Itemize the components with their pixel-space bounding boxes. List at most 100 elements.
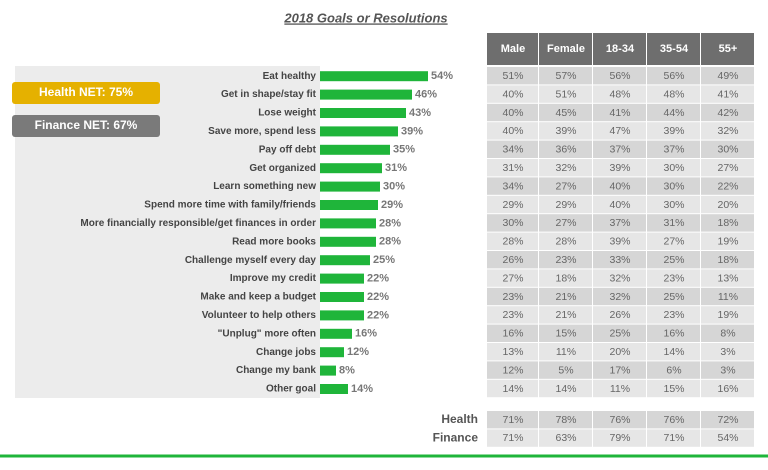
value-label: 22% [367, 273, 389, 285]
cell-text: 27% [663, 236, 684, 248]
cell-text: 27% [717, 162, 738, 174]
cell-text: 32% [609, 291, 630, 303]
table-cell [487, 140, 538, 158]
summary-cell [539, 411, 592, 429]
cell-text: 51% [555, 88, 576, 100]
table-cell [487, 214, 538, 232]
table-cell [539, 177, 592, 195]
table-cell [593, 361, 646, 379]
table-cell [701, 379, 754, 398]
table-cell [593, 159, 646, 177]
table-cell [647, 287, 700, 306]
category-label: Make and keep a budget [200, 292, 316, 303]
table-cell [647, 177, 700, 195]
bar [320, 126, 398, 137]
health-net: Health NET: 75% [39, 85, 133, 99]
cell-text: 32% [717, 125, 738, 137]
cell-text: 13% [717, 272, 738, 284]
cell-text: 47% [609, 125, 630, 137]
cell-text: 21% [555, 309, 576, 321]
summary-text: 72% [717, 414, 738, 426]
cell-text: 37% [663, 144, 684, 156]
table-cell [593, 379, 646, 398]
category-label: Change jobs [256, 347, 316, 358]
value-label: 43% [409, 107, 431, 119]
table-cell [539, 306, 592, 324]
header-cell [701, 33, 754, 65]
summary-label: Health [441, 412, 478, 426]
cell-text: 30% [663, 162, 684, 174]
category-label: Read more books [232, 236, 316, 247]
cell-text: 25% [609, 328, 630, 340]
table-cell [647, 379, 700, 398]
summary-text: 71% [502, 432, 523, 444]
summary-text: 78% [555, 414, 576, 426]
summary-cell [593, 411, 646, 429]
cell-text: 40% [502, 107, 523, 119]
cell-text: 23% [502, 291, 523, 303]
table-cell [487, 122, 538, 140]
table-cell [701, 251, 754, 269]
cell-text: 41% [609, 107, 630, 119]
table-cell [701, 177, 754, 195]
table-cell [647, 140, 700, 158]
table-cell [487, 343, 538, 361]
chart-title: 2018 Goals or Resolutions [283, 10, 447, 25]
value-label: 46% [415, 89, 437, 101]
table-cell [487, 324, 538, 342]
summary-text: 79% [609, 432, 630, 444]
value-label: 31% [385, 162, 407, 174]
cell-text: 20% [609, 346, 630, 358]
cell-text: 48% [663, 88, 684, 100]
cell-text: 18% [555, 272, 576, 284]
table-cell [593, 343, 646, 361]
cell-text: 20% [717, 199, 738, 211]
cell-text: 30% [663, 180, 684, 192]
table-cell [701, 306, 754, 324]
table-cell [539, 85, 592, 103]
cell-text: 30% [663, 199, 684, 211]
cell-text: 34% [502, 180, 523, 192]
cell-text: 16% [663, 328, 684, 340]
table-cell [487, 379, 538, 398]
table-cell [487, 269, 538, 287]
table-cell [539, 269, 592, 287]
summary-cell [487, 411, 538, 429]
header-cell [593, 33, 646, 65]
cell-text: 6% [666, 364, 681, 376]
summary-text: 54% [717, 432, 738, 444]
cell-text: 21% [555, 291, 576, 303]
table-cell [593, 122, 646, 140]
cell-text: 45% [555, 107, 576, 119]
category-label: Change my bank [236, 365, 316, 376]
table-cell [487, 67, 538, 85]
table-cell [593, 85, 646, 103]
bar [320, 384, 348, 394]
cell-text: 8% [720, 328, 735, 340]
table-cell [539, 214, 592, 232]
cell-text: 18% [717, 217, 738, 229]
table-cell [487, 159, 538, 177]
value-label: 30% [383, 181, 405, 193]
cell-text: 14% [555, 383, 576, 395]
cell-text: 29% [555, 199, 576, 211]
value-label: 8% [339, 365, 355, 377]
value-label: 22% [367, 309, 389, 321]
value-label: 54% [431, 70, 453, 82]
category-label: Challenge myself every day [185, 255, 317, 266]
finance-net: Finance NET: 67% [35, 118, 138, 132]
category-label: Improve my credit [230, 273, 317, 284]
table-cell [701, 67, 754, 85]
summary-cell [539, 429, 592, 447]
table-cell [647, 324, 700, 342]
cell-text: 40% [609, 199, 630, 211]
health-badge [12, 82, 160, 104]
bar [320, 108, 406, 118]
table-cell [593, 214, 646, 232]
cell-text: 23% [502, 309, 523, 321]
cell-text: 39% [609, 236, 630, 248]
table-cell [701, 103, 754, 122]
bar [320, 163, 382, 174]
cell-text: 40% [502, 125, 523, 137]
value-label: 12% [347, 346, 369, 358]
